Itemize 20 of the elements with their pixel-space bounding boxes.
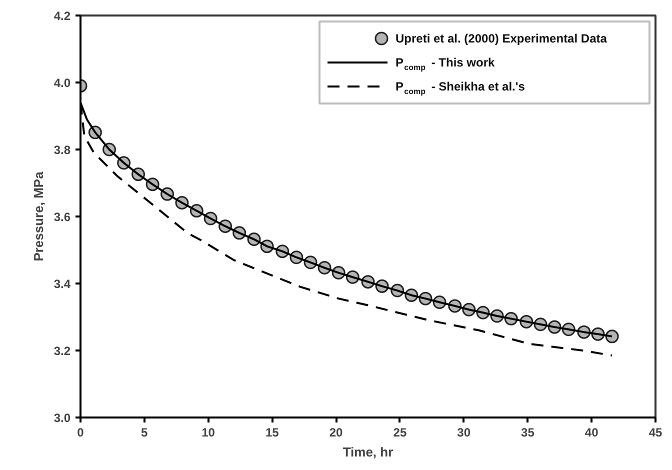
x-tick-label: 35 — [521, 426, 535, 440]
x-tick-label: 10 — [202, 426, 216, 440]
y-tick-label: 3.0 — [54, 411, 71, 425]
y-tick-label: 4.2 — [54, 9, 71, 23]
x-axis-title: Time, hr — [342, 444, 394, 460]
x-tick-label: 15 — [265, 426, 280, 440]
x-tick-label: 20 — [329, 426, 344, 440]
y-axis-title: Pressure, MPa — [30, 170, 46, 262]
y-tick-label: 3.6 — [54, 210, 71, 224]
x-tick-label: 0 — [77, 426, 84, 440]
legend-label: Upreti et al. (2000) Experimental Data — [396, 32, 608, 46]
x-tick-label: 45 — [648, 426, 662, 440]
y-tick-label: 4.0 — [54, 76, 71, 90]
y-tick-label: 3.4 — [54, 277, 71, 291]
x-tick-label: 30 — [457, 426, 471, 440]
x-tick-label: 5 — [141, 426, 148, 440]
x-tick-label: 40 — [584, 426, 599, 440]
x-tick-label: 25 — [393, 426, 407, 440]
y-tick-label: 3.2 — [54, 344, 71, 358]
y-tick-label: 3.8 — [54, 143, 71, 157]
